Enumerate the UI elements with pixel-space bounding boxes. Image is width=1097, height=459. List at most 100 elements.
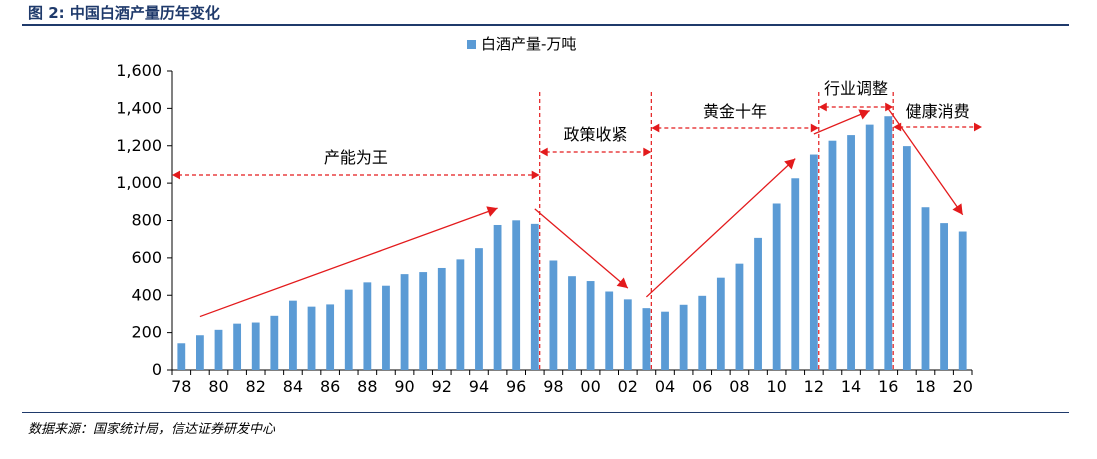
bar (661, 311, 669, 370)
bar (754, 237, 762, 370)
phase-label: 政策收紧 (564, 125, 628, 144)
x-tick-label: 92 (432, 377, 452, 396)
trend-arrowhead (616, 277, 628, 289)
trend-arrowhead (952, 203, 963, 215)
x-tick-label: 14 (841, 377, 861, 396)
bar (326, 304, 335, 370)
bar (679, 304, 688, 370)
trend-arrows (199, 108, 964, 318)
x-tick-label: 16 (878, 377, 898, 396)
legend-label: 白酒产量-万吨 (481, 35, 576, 53)
bar (940, 223, 948, 370)
x-tick-label: 80 (208, 377, 228, 396)
bar (419, 272, 428, 370)
x-tick-label: 84 (283, 377, 303, 396)
legend: 白酒产量-万吨 (467, 35, 576, 53)
bar (233, 323, 242, 370)
bar (363, 282, 372, 370)
phase-label: 健康消费 (906, 102, 970, 121)
bar (475, 248, 483, 370)
phase-arrowhead (643, 147, 652, 157)
bar (344, 289, 353, 370)
source-note: 数据来源：国家统计局，信达证券研发中心 (28, 422, 276, 437)
bar (605, 291, 614, 370)
phase-arrowhead (651, 123, 660, 133)
bar (400, 274, 409, 370)
bar (809, 154, 818, 370)
bar (921, 207, 930, 370)
x-tick-label: 00 (580, 377, 600, 396)
bar (958, 231, 967, 370)
y-axis: 0 200 400 600 800 1,000 1,200 1,400 1,600 (116, 61, 173, 379)
bar (735, 263, 744, 370)
x-tick-label: 82 (246, 377, 266, 396)
x-tick-label: 06 (692, 377, 712, 396)
x-tick-label: 90 (394, 377, 414, 396)
bar (847, 135, 855, 370)
trend-arrowhead (486, 206, 498, 217)
x-tick-label: 12 (804, 377, 824, 396)
bar (270, 315, 279, 370)
bar (586, 281, 595, 370)
trend-arrow-line (645, 158, 796, 298)
trend-arrow-line (813, 110, 870, 135)
phase-arrowhead (885, 102, 894, 112)
y-tick-label: 200 (131, 323, 162, 342)
y-tick-label: 1,600 (116, 61, 162, 80)
source-rule (22, 412, 1069, 413)
bar (568, 276, 576, 370)
y-tick-label: 1,400 (116, 98, 162, 117)
bar (716, 277, 725, 370)
title-rule (22, 24, 1069, 26)
x-tick-label: 86 (320, 377, 340, 396)
phase-arrowhead (974, 122, 982, 132)
bar (456, 259, 465, 370)
bar (307, 306, 316, 370)
y-tick-label: 600 (131, 248, 162, 267)
bar (177, 343, 186, 370)
bar (698, 295, 707, 370)
phase-arrowhead (531, 170, 540, 180)
x-tick-label: 98 (543, 377, 563, 396)
phase-label: 产能为王 (324, 148, 388, 167)
bar (196, 335, 204, 370)
bar (214, 329, 223, 370)
bar (772, 203, 781, 370)
bar (902, 146, 911, 370)
x-tick-label: 04 (655, 377, 675, 396)
bar (493, 224, 502, 370)
y-tick-label: 400 (131, 285, 162, 304)
bar (865, 124, 874, 371)
bar (623, 299, 632, 370)
phase-arrowhead (810, 123, 819, 133)
bar (530, 223, 539, 370)
y-tick-label: 1,000 (116, 173, 162, 192)
y-tick-label: 0 (152, 360, 162, 379)
y-tick-label: 1,200 (116, 136, 162, 155)
bar (791, 178, 800, 370)
bar-series (177, 116, 967, 371)
phase-arrowhead (539, 147, 548, 157)
figure-title: 图 2: 中国白酒产量历年变化 (28, 4, 220, 22)
x-tick-label: 18 (915, 377, 935, 396)
trend-arrow-line (199, 207, 498, 318)
bar (512, 220, 521, 370)
trend-arrow-line (534, 208, 629, 289)
bar (382, 285, 390, 370)
trend-arrowhead (784, 158, 796, 170)
bar (251, 322, 260, 370)
phase-arrowhead (172, 170, 180, 180)
bar (642, 308, 651, 370)
phase-dividers (539, 92, 894, 370)
x-tick-label: 02 (618, 377, 638, 396)
x-tick-label: 20 (953, 377, 973, 396)
x-tick-label: 08 (729, 377, 749, 396)
bar (828, 140, 837, 370)
x-tick-label: 94 (469, 377, 489, 396)
x-tick-label: 10 (766, 377, 786, 396)
phase-label: 黄金十年 (703, 102, 767, 121)
x-tick-label: 78 (171, 377, 191, 396)
x-axis: 78 80 82 84 86 88 90 92 94 96 98 00 02 04 06 08 10 12 14 16… (171, 369, 973, 396)
